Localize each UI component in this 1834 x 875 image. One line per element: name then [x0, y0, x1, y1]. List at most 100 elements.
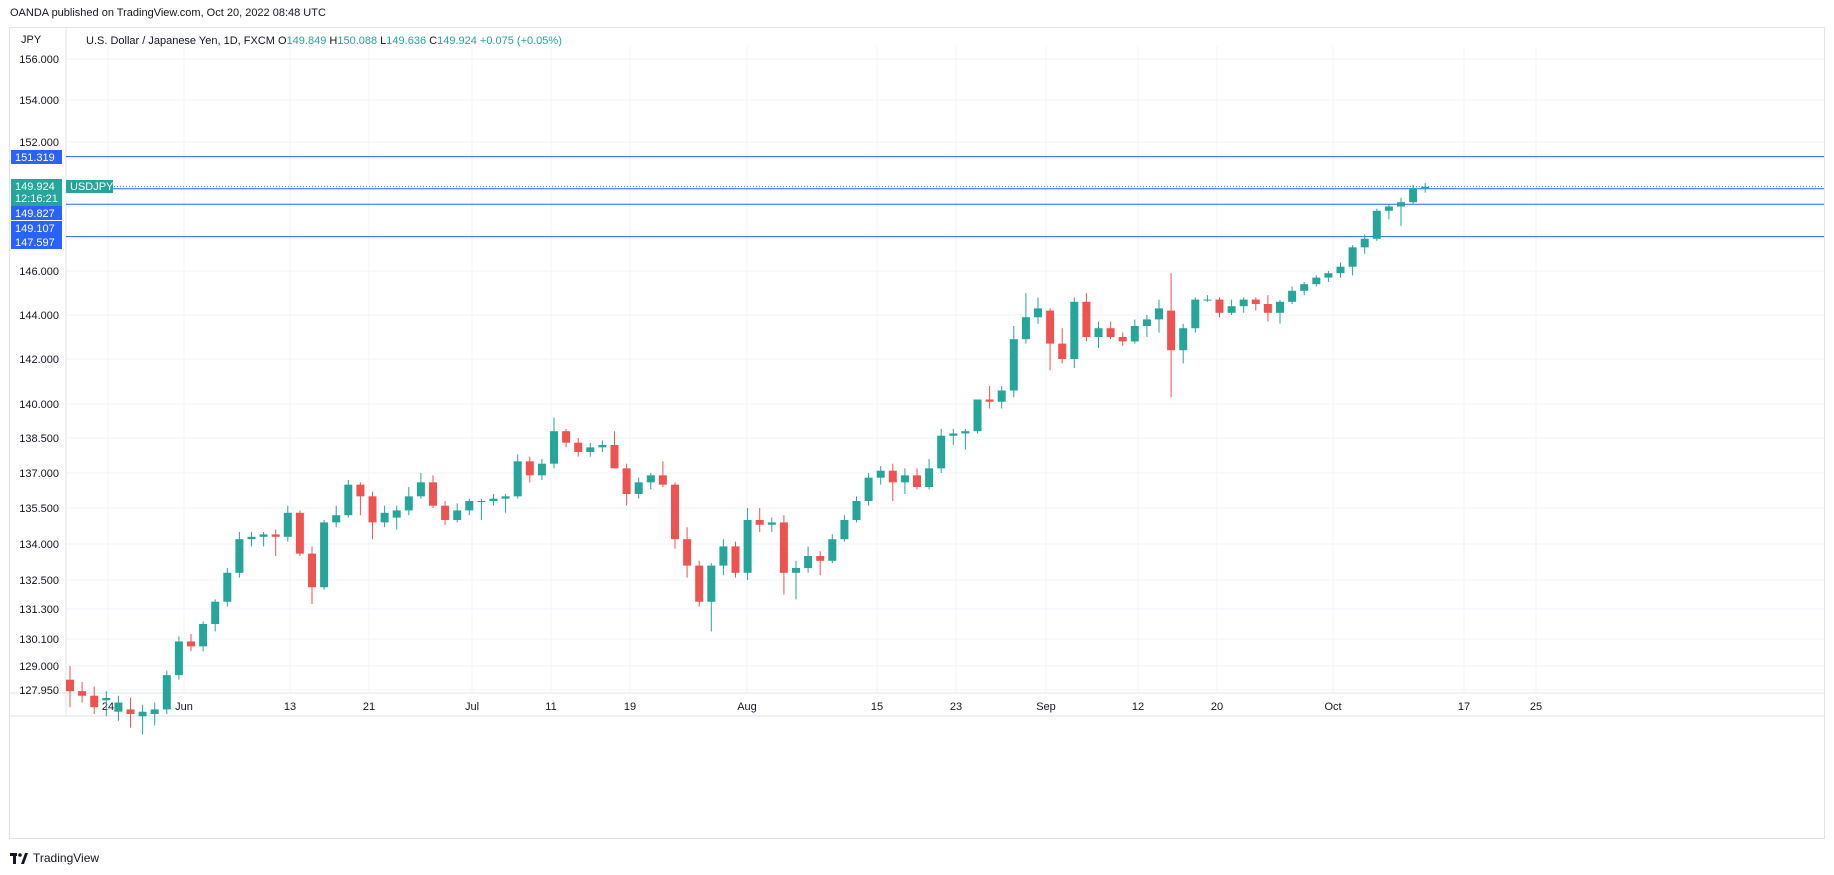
candle[interactable] — [707, 563, 716, 632]
candle[interactable] — [792, 560, 800, 600]
candle[interactable] — [150, 702, 159, 726]
candle[interactable] — [114, 695, 123, 721]
candle[interactable] — [1130, 319, 1139, 344]
price-tag-147597[interactable]: 147.597 — [11, 235, 62, 249]
candle[interactable] — [465, 498, 474, 516]
candle[interactable] — [295, 510, 304, 556]
candle[interactable] — [562, 428, 571, 448]
candle[interactable] — [949, 428, 958, 445]
candle[interactable] — [489, 494, 498, 506]
candle[interactable] — [1215, 297, 1224, 318]
candle[interactable] — [66, 666, 74, 708]
candle[interactable] — [646, 473, 655, 490]
candle[interactable] — [1384, 204, 1393, 220]
price-tag-149827[interactable]: 149.827 — [11, 206, 62, 220]
candle[interactable] — [537, 459, 546, 480]
candle[interactable] — [1251, 297, 1260, 311]
candle[interactable] — [574, 438, 583, 457]
candle[interactable] — [344, 480, 353, 518]
candle[interactable] — [1300, 282, 1309, 296]
candle[interactable] — [888, 463, 897, 501]
candle[interactable] — [138, 704, 147, 735]
candle[interactable] — [380, 505, 389, 528]
candle[interactable] — [913, 468, 921, 490]
candle[interactable] — [658, 461, 667, 487]
candle[interactable] — [767, 517, 776, 532]
candle[interactable] — [211, 599, 220, 632]
candle[interactable] — [1094, 321, 1103, 348]
candle[interactable] — [187, 634, 195, 652]
candle[interactable] — [1046, 308, 1055, 371]
candle[interactable] — [1421, 183, 1430, 193]
candle[interactable] — [90, 686, 99, 714]
candle[interactable] — [126, 698, 135, 728]
candle[interactable] — [513, 454, 522, 499]
tradingview-brand[interactable]: TradingView — [10, 851, 99, 865]
candle[interactable] — [1106, 321, 1115, 340]
candle[interactable] — [477, 498, 486, 520]
symbol-tag[interactable]: USDJPY — [66, 180, 114, 193]
candle[interactable] — [392, 505, 401, 530]
candle[interactable] — [1203, 295, 1212, 302]
candle[interactable] — [985, 386, 994, 409]
candle[interactable] — [416, 473, 425, 499]
candle[interactable] — [356, 482, 365, 516]
candle[interactable] — [174, 636, 183, 680]
candle[interactable] — [1070, 297, 1079, 368]
candle[interactable] — [501, 494, 510, 513]
candle[interactable] — [779, 515, 788, 595]
candle[interactable] — [259, 532, 268, 547]
candle[interactable] — [900, 468, 909, 494]
candle[interactable] — [162, 670, 171, 714]
candle[interactable] — [1348, 245, 1357, 276]
candle[interactable] — [1360, 234, 1369, 254]
candle[interactable] — [453, 503, 462, 523]
candle[interactable] — [622, 463, 631, 506]
symbol-legend[interactable]: U.S. Dollar / Japanese Yen, 1D, FXCM O14… — [86, 35, 562, 47]
candle[interactable] — [671, 482, 679, 549]
candle[interactable] — [1409, 185, 1418, 205]
candle[interactable] — [1167, 273, 1176, 398]
candle[interactable] — [235, 532, 244, 578]
candle[interactable] — [1009, 326, 1018, 398]
candle[interactable] — [102, 691, 111, 717]
candle[interactable] — [925, 459, 934, 490]
candle[interactable] — [816, 551, 825, 576]
candle[interactable] — [247, 532, 256, 547]
candle[interactable] — [441, 501, 450, 525]
candle[interactable] — [961, 428, 970, 450]
candle[interactable] — [1155, 299, 1163, 333]
candle[interactable] — [429, 475, 437, 508]
candle[interactable] — [550, 417, 558, 469]
candle[interactable] — [840, 515, 849, 542]
candle[interactable] — [973, 399, 982, 434]
candle[interactable] — [271, 529, 280, 556]
candle[interactable] — [598, 440, 607, 452]
candle[interactable] — [283, 505, 292, 542]
candle[interactable] — [223, 568, 232, 607]
candle[interactable] — [199, 621, 208, 652]
candle[interactable] — [755, 508, 764, 532]
candle[interactable] — [308, 546, 316, 605]
candle[interactable] — [937, 428, 946, 473]
candle[interactable] — [78, 682, 87, 703]
price-tag-149107[interactable]: 149.107 — [11, 221, 62, 235]
candle[interactable] — [610, 431, 619, 469]
candle[interactable] — [1397, 197, 1405, 226]
candle[interactable] — [525, 456, 534, 483]
candle[interactable] — [1372, 208, 1381, 241]
candle[interactable] — [1324, 271, 1333, 282]
candle[interactable] — [1034, 297, 1042, 324]
candle[interactable] — [1142, 315, 1151, 337]
candle[interactable] — [876, 466, 885, 485]
candle[interactable] — [368, 491, 377, 540]
candle[interactable] — [332, 505, 341, 528]
candle[interactable] — [404, 487, 413, 516]
candle[interactable] — [586, 442, 595, 457]
candle[interactable] — [828, 534, 837, 564]
candle[interactable] — [1288, 286, 1297, 304]
candle[interactable] — [695, 560, 704, 607]
candle[interactable] — [1082, 293, 1091, 342]
